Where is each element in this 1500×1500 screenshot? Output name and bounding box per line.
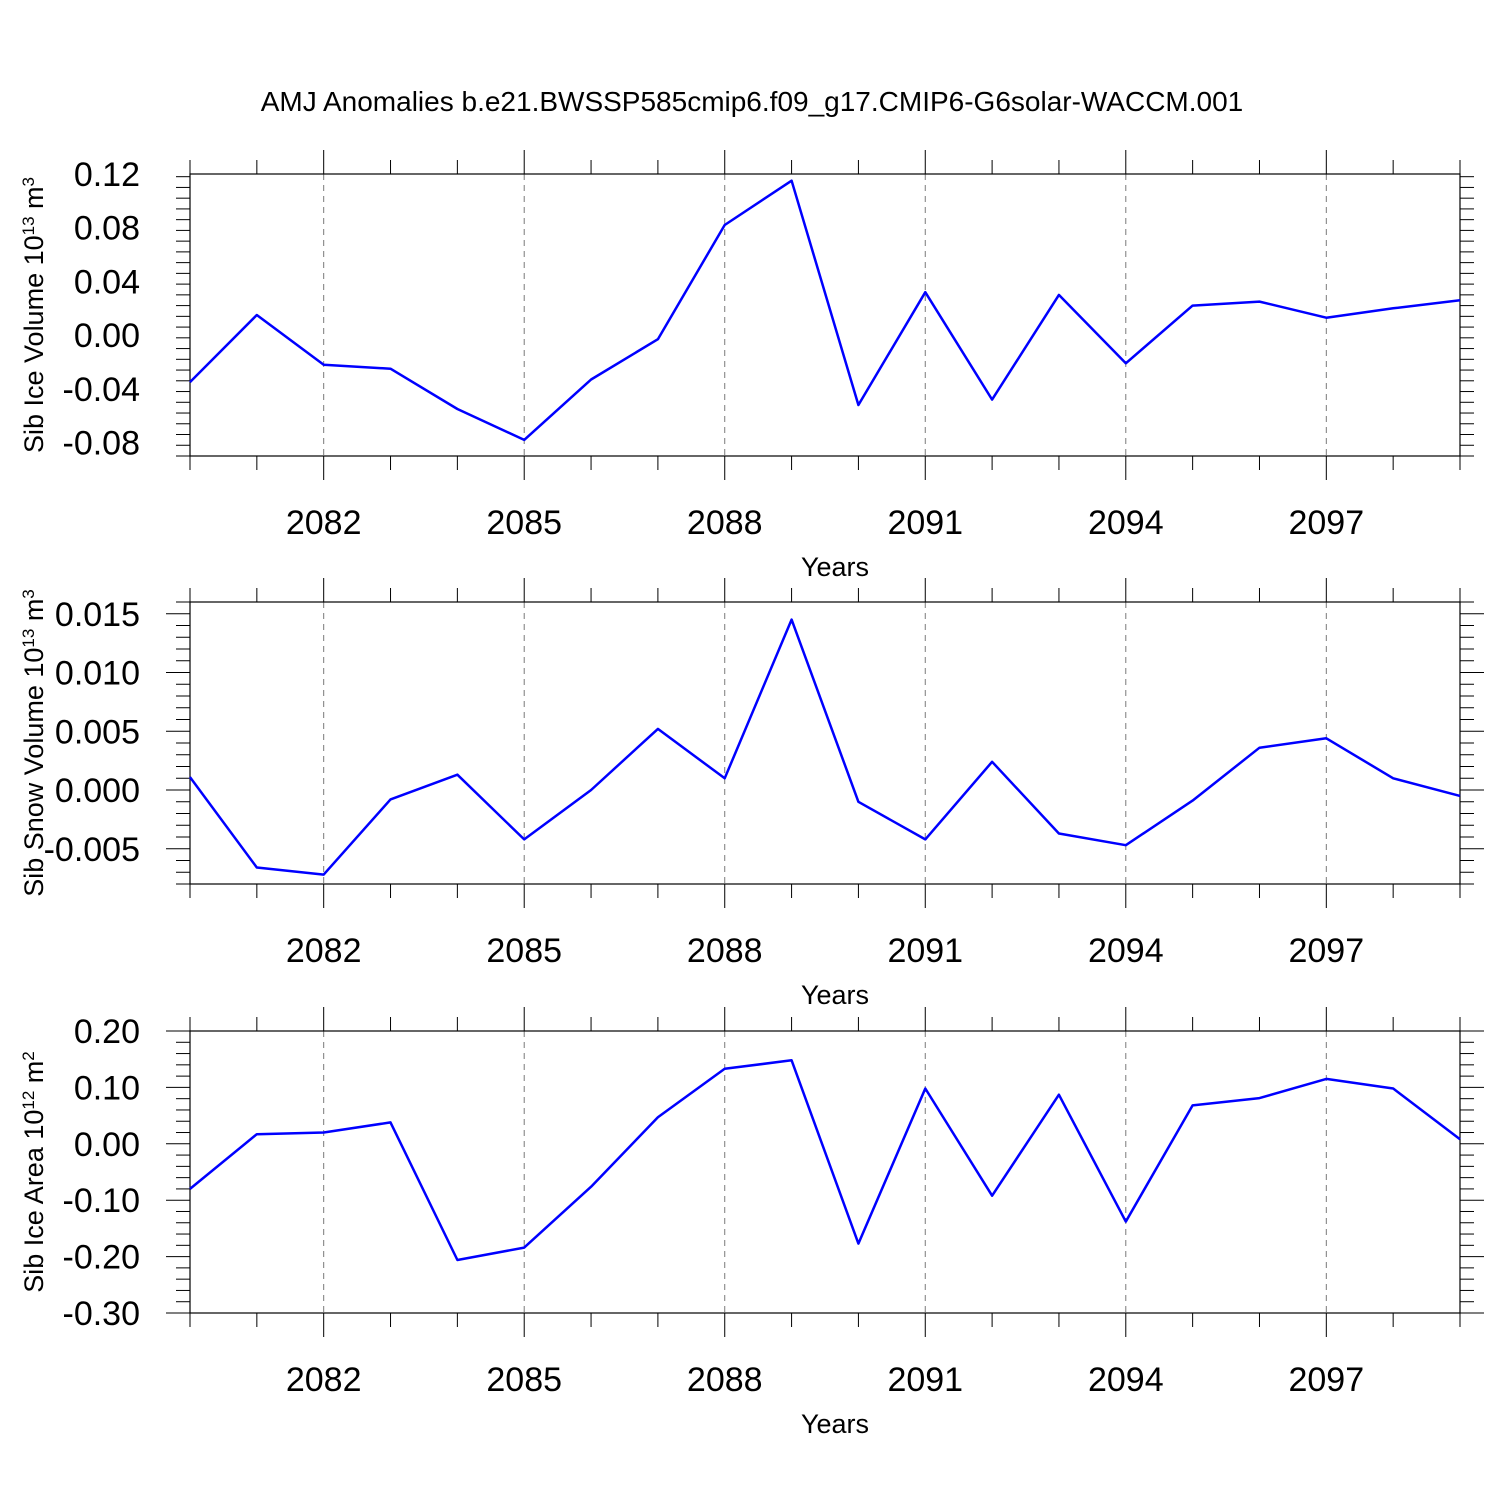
x-axis-title: Years [801, 552, 869, 582]
y-tick-label: -0.04 [63, 371, 141, 409]
x-tick-label: 2082 [286, 1361, 362, 1399]
x-axis-title: Years [801, 1409, 869, 1439]
y-axis-title-prefix: Sib Ice Area 10 [19, 1110, 49, 1293]
y-axis-title-prefix: Sib Ice Volume 10 [19, 235, 49, 453]
y-axis-title-unit: m [19, 599, 49, 629]
y-axis-title-unit-exponent: 3 [19, 589, 38, 598]
y-axis-title: Sib Ice Volume 1013 m3 [19, 177, 50, 453]
x-tick-label: 2091 [887, 504, 963, 542]
series-line [188, 618, 1461, 876]
x-tick-label: 2097 [1288, 1361, 1364, 1399]
x-tick-label: 2085 [486, 932, 562, 970]
y-tick-label: 0.015 [55, 596, 140, 634]
y-tick-label: 0.005 [55, 713, 140, 751]
plot-frame [189, 173, 1461, 457]
y-axis-title: Sib Ice Area 1012 m2 [19, 1051, 50, 1293]
x-tick-label: 2085 [486, 1361, 562, 1399]
plot-frame [189, 1030, 1461, 1314]
series-line [189, 1059, 1461, 1262]
x-axis-title: Years [801, 980, 869, 1010]
y-tick-label: 0.10 [74, 1069, 140, 1107]
y-axis-title-exponent: 12 [19, 1091, 38, 1110]
x-tick-label: 2091 [887, 932, 963, 970]
y-axis-title-exponent: 13 [19, 629, 38, 648]
x-tick-label: 2082 [286, 504, 362, 542]
panel-sib-snow-volume: 2082 2085 2088 2091 2094 2097 -0.005 0.000 0.005… [19, 578, 1484, 1010]
y-tick-label: 0.010 [55, 655, 140, 693]
y-axis-title-unit-exponent: 2 [19, 1051, 38, 1060]
y-axis-title-unit: m [19, 186, 49, 216]
panel-sib-ice-volume: 2082 2085 2088 2091 2094 2097 -0.08 -0.04 0.00 0.… [19, 150, 1474, 582]
y-tick-label: 0.00 [74, 1126, 140, 1164]
y-axis-title-prefix: Sib Snow Volume 10 [19, 648, 49, 897]
x-tick-label: 2097 [1288, 932, 1364, 970]
y-tick-label: 0.000 [55, 772, 140, 810]
y-axis-title-exponent: 13 [19, 216, 38, 235]
x-tick-label: 2085 [486, 504, 562, 542]
y-tick-label: 0.08 [74, 210, 140, 248]
x-tick-label: 2082 [286, 932, 362, 970]
x-tick-label: 2097 [1288, 504, 1364, 542]
x-tick-label: 2088 [687, 1361, 763, 1399]
x-tick-label: 2094 [1088, 504, 1164, 542]
x-tick-label: 2091 [887, 1361, 963, 1399]
y-tick-label: -0.20 [63, 1239, 141, 1277]
y-tick-label: 0.04 [74, 263, 140, 301]
y-axis-title-unit-exponent: 3 [19, 177, 38, 186]
plot-frame [189, 601, 1461, 885]
x-tick-label: 2088 [687, 932, 763, 970]
y-tick-label: 0.00 [74, 317, 140, 355]
y-tick-label: 0.12 [74, 156, 140, 194]
panel-sib-ice-area: 2082 2085 2088 2091 2094 2097 -0.30 -0.20 -0.10 0… [19, 1007, 1484, 1439]
y-axis-title: Sib Snow Volume 1013 m3 [19, 589, 50, 897]
series-line [189, 179, 1461, 442]
y-tick-label: 0.20 [74, 1013, 140, 1051]
y-tick-label: -0.10 [63, 1182, 141, 1220]
x-tick-label: 2088 [687, 504, 763, 542]
y-tick-label: -0.005 [44, 831, 140, 869]
y-tick-label: -0.08 [63, 425, 141, 463]
x-tick-label: 2094 [1088, 932, 1164, 970]
y-tick-label: -0.30 [63, 1295, 141, 1333]
x-tick-label: 2094 [1088, 1361, 1164, 1399]
y-axis-title-unit: m [19, 1061, 49, 1091]
chart-title: AMJ Anomalies b.e21.BWSSP585cmip6.f09_g1… [261, 86, 1244, 117]
